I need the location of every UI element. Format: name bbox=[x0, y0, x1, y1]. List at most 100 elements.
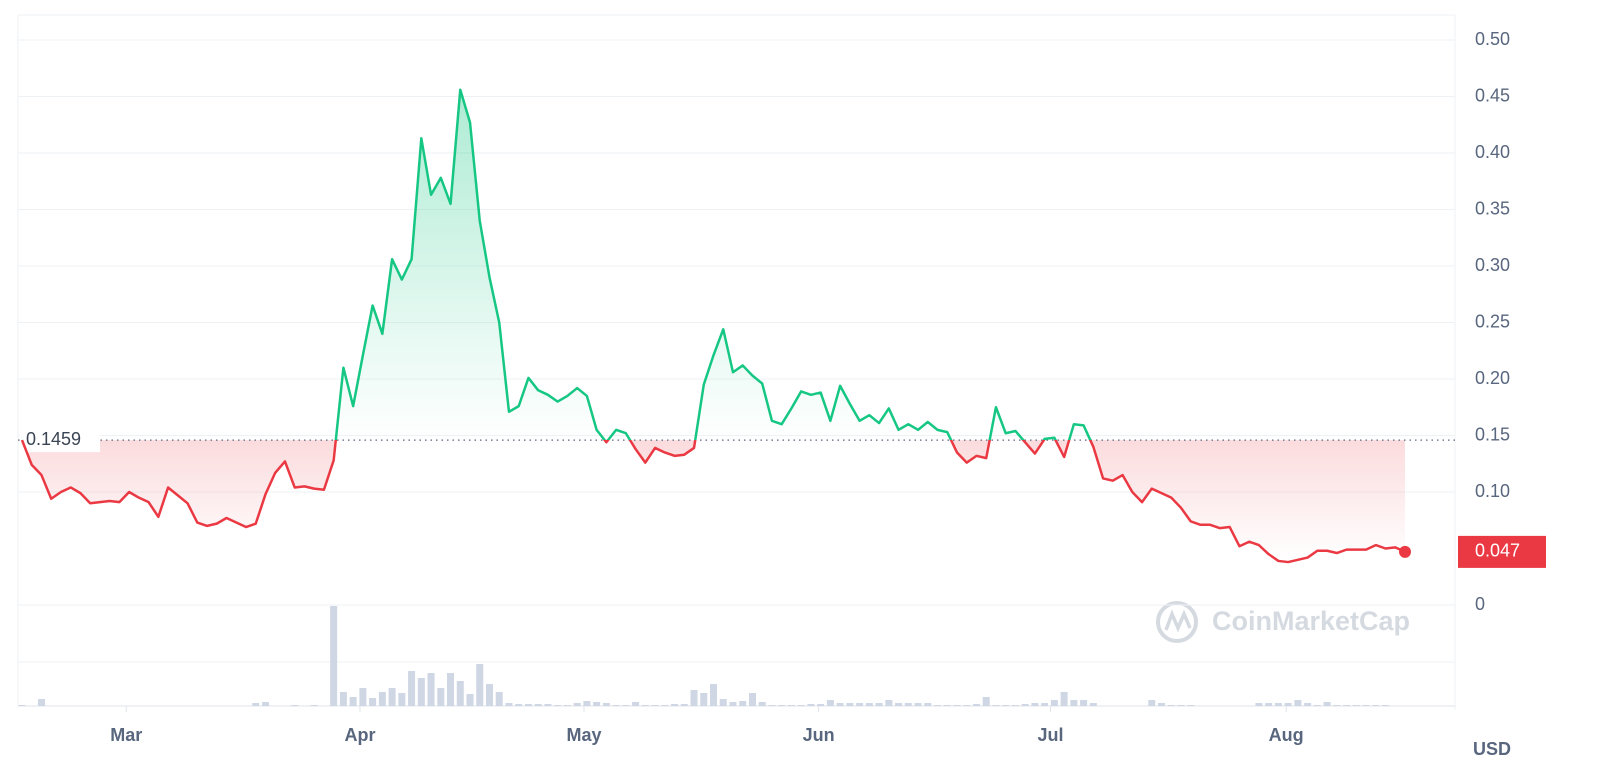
volume-bar bbox=[778, 705, 786, 706]
volume-bar bbox=[846, 703, 854, 706]
last-point bbox=[1399, 545, 1411, 558]
currency-label: USD bbox=[1473, 739, 1511, 759]
volume-bar bbox=[437, 688, 445, 706]
volume-bar bbox=[632, 702, 640, 706]
volume-bar bbox=[1041, 703, 1049, 706]
y-tick-label: 0.35 bbox=[1475, 198, 1510, 218]
volume-bar bbox=[534, 704, 542, 706]
volume-bar bbox=[1011, 705, 1019, 706]
y-tick-label: 0.50 bbox=[1475, 29, 1510, 49]
volume-bar bbox=[378, 692, 386, 706]
volume-bar bbox=[515, 704, 523, 706]
volume-bar bbox=[943, 705, 951, 706]
volume-bar bbox=[972, 704, 980, 706]
volume-bar bbox=[1313, 705, 1321, 706]
volume-bar bbox=[904, 703, 912, 706]
volume-bar bbox=[671, 704, 679, 706]
volume-bar bbox=[388, 688, 396, 706]
volume-bar bbox=[1333, 705, 1341, 706]
volume-bar bbox=[593, 702, 601, 706]
volume-bar bbox=[1187, 705, 1195, 706]
watermark-logo bbox=[1156, 601, 1198, 643]
volume-bar bbox=[895, 703, 903, 706]
x-tick-label: May bbox=[566, 725, 601, 745]
volume-bar bbox=[787, 705, 795, 706]
volume-bar bbox=[573, 703, 581, 706]
volume-bar bbox=[544, 704, 552, 706]
volume-bar bbox=[1265, 703, 1273, 706]
volume-bar bbox=[427, 673, 435, 706]
volume-bar bbox=[485, 684, 493, 706]
volume-bar bbox=[826, 700, 834, 706]
y-tick-label: 0 bbox=[1475, 594, 1485, 614]
volume-bar bbox=[252, 703, 260, 706]
volume-bar bbox=[1323, 702, 1331, 706]
volume-bar bbox=[1382, 705, 1390, 706]
volume-bar bbox=[261, 702, 269, 706]
volume-bar bbox=[992, 705, 1000, 706]
volume-bar bbox=[797, 705, 805, 706]
watermark-text: CoinMarketCap bbox=[1212, 606, 1410, 636]
volume-bar bbox=[1148, 700, 1156, 706]
volume-bar bbox=[524, 704, 532, 706]
reference-label-bg bbox=[20, 426, 100, 453]
volume-bar bbox=[680, 704, 688, 706]
volume-bar bbox=[583, 701, 591, 706]
volume-bar bbox=[661, 705, 669, 706]
volume-bar bbox=[563, 705, 571, 706]
volume-bar bbox=[291, 705, 299, 706]
volume-bar bbox=[369, 698, 377, 706]
volume-bar bbox=[417, 678, 425, 706]
volume-bar bbox=[1050, 700, 1058, 706]
volume-bar bbox=[963, 705, 971, 706]
volume-bar bbox=[612, 705, 620, 706]
volume-bar bbox=[817, 704, 825, 706]
volume-bar bbox=[807, 704, 815, 706]
volume-bar bbox=[641, 705, 649, 706]
volume-bar bbox=[953, 705, 961, 706]
last-price-bg bbox=[1458, 535, 1546, 568]
volume-bar bbox=[1362, 705, 1370, 706]
volume-bar bbox=[447, 673, 455, 706]
volume-bar bbox=[359, 688, 367, 706]
watermark-logo-mark bbox=[1164, 609, 1192, 633]
area bbox=[22, 89, 1405, 563]
volume-bar bbox=[1060, 692, 1068, 706]
volume-bar bbox=[748, 693, 756, 706]
y-tick-label: 0.20 bbox=[1475, 368, 1510, 388]
volume-bar bbox=[934, 705, 942, 706]
volume-bar bbox=[1304, 703, 1312, 706]
x-tick-label: Apr bbox=[344, 725, 375, 745]
price-line bbox=[20, 88, 1406, 564]
volume-bar bbox=[700, 693, 708, 706]
volume-bar bbox=[651, 705, 659, 706]
volume-bar bbox=[836, 703, 844, 706]
volume-bar bbox=[729, 702, 737, 706]
volume-bar bbox=[982, 697, 990, 706]
x-tick-label: Jun bbox=[803, 725, 835, 745]
volume-bar bbox=[719, 699, 727, 706]
volume-bar bbox=[339, 692, 347, 706]
volume-bar bbox=[768, 705, 776, 706]
y-tick-label: 0.30 bbox=[1475, 255, 1510, 275]
volume-bar bbox=[1070, 700, 1078, 706]
volume-bar bbox=[495, 692, 503, 706]
volume-bar bbox=[554, 705, 562, 706]
volume-bar bbox=[1080, 700, 1088, 706]
volume-bar bbox=[1177, 705, 1185, 706]
watermark: CoinMarketCap bbox=[1156, 601, 1410, 643]
volume-bar bbox=[349, 697, 357, 706]
y-tick-label: 0.45 bbox=[1475, 85, 1510, 105]
volume-bar bbox=[914, 703, 922, 706]
volume-bar bbox=[1372, 705, 1380, 706]
y-tick-label: 0.10 bbox=[1475, 481, 1510, 501]
volume-bar bbox=[1274, 703, 1282, 706]
volume-bar bbox=[622, 705, 630, 706]
volume-bar bbox=[1158, 703, 1166, 706]
x-tick-label: Jul bbox=[1037, 725, 1063, 745]
volume-bar bbox=[1284, 703, 1292, 706]
volume-bar bbox=[865, 703, 873, 706]
volume-bar bbox=[758, 702, 766, 706]
volume-bar bbox=[456, 681, 464, 706]
